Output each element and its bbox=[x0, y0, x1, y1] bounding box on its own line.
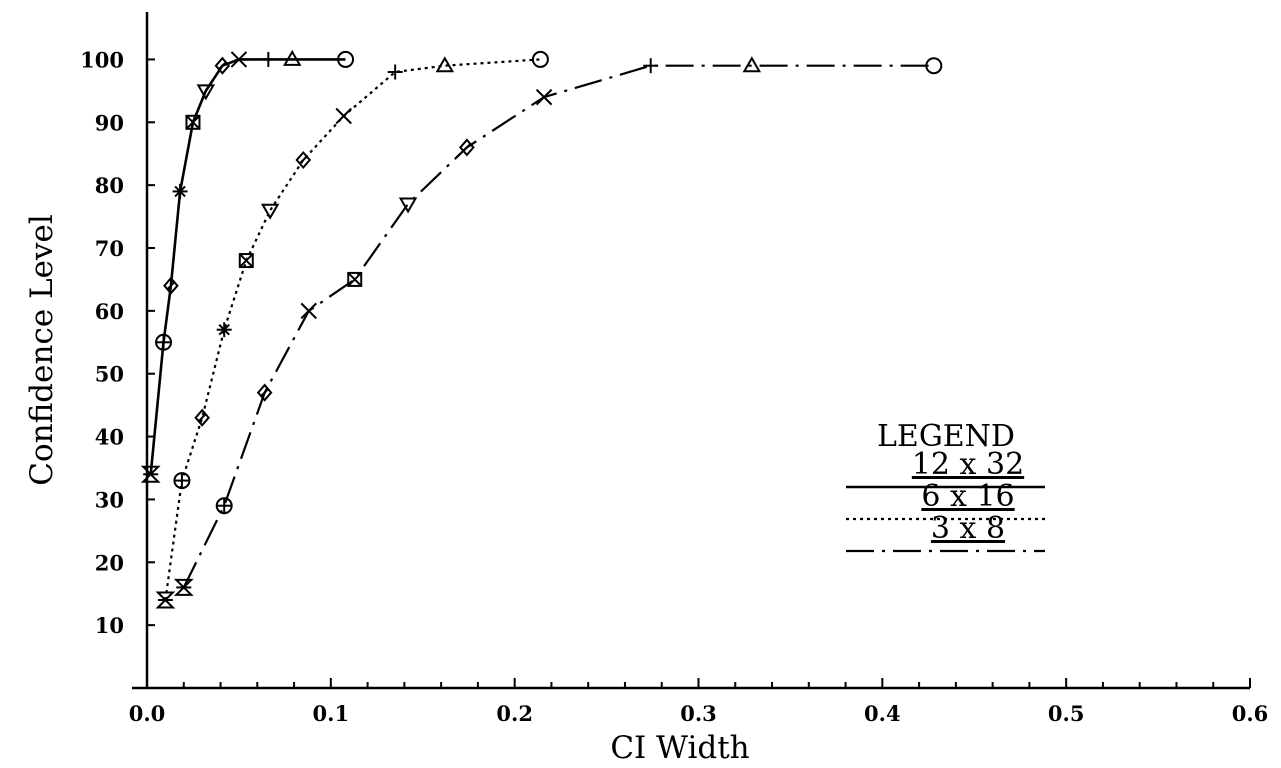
data-point bbox=[260, 51, 276, 67]
data-point bbox=[459, 138, 475, 157]
data-point bbox=[230, 51, 248, 68]
y-tick-label: 100 bbox=[80, 47, 124, 72]
data-point bbox=[173, 472, 191, 490]
legend-title: LEGEND bbox=[877, 419, 1015, 454]
y-tick-label: 50 bbox=[95, 362, 124, 387]
data-point bbox=[172, 183, 188, 199]
data-point bbox=[300, 302, 317, 320]
legend-label: 6 x 16 bbox=[921, 479, 1014, 514]
x-tick-label: 0.3 bbox=[680, 701, 717, 726]
data-point bbox=[185, 114, 201, 130]
data-point bbox=[140, 465, 161, 483]
data-point bbox=[155, 333, 173, 351]
y-tick-label: 10 bbox=[95, 613, 124, 638]
series-1 bbox=[140, 49, 355, 483]
data-point bbox=[260, 203, 280, 220]
data-point bbox=[215, 497, 233, 515]
data-point bbox=[435, 56, 455, 73]
ticks: 0.0 0.1 0.2 0.3 0.4 0.5 0.6 10 20 30 40 50 60 70 80 90 1… bbox=[80, 47, 1268, 726]
data-point bbox=[295, 150, 312, 170]
data-point bbox=[282, 49, 302, 66]
y-tick-label: 90 bbox=[95, 110, 124, 135]
data-point bbox=[925, 57, 943, 75]
series-line bbox=[164, 58, 541, 601]
data-point bbox=[238, 253, 254, 269]
data-point bbox=[335, 107, 352, 125]
data-point bbox=[347, 271, 363, 287]
data-point bbox=[742, 56, 762, 73]
legend-label: 12 x 32 bbox=[912, 447, 1024, 482]
y-tick-label: 80 bbox=[95, 173, 124, 198]
x-tick-label: 0.1 bbox=[313, 701, 350, 726]
data-point bbox=[337, 50, 355, 68]
data-point bbox=[387, 64, 403, 80]
series-3 bbox=[173, 56, 943, 596]
legend-label: 3 x 8 bbox=[931, 511, 1005, 546]
x-tick-label: 0.4 bbox=[864, 701, 901, 726]
x-axis-title: CI Width bbox=[610, 730, 749, 766]
series bbox=[140, 49, 943, 609]
data-point bbox=[155, 591, 176, 609]
data-point bbox=[163, 276, 179, 295]
data-point bbox=[214, 56, 231, 75]
data-point bbox=[398, 197, 418, 214]
data-point bbox=[643, 58, 659, 74]
data-point bbox=[535, 88, 553, 106]
x-tick-label: 0.5 bbox=[1048, 701, 1085, 726]
series-2 bbox=[155, 50, 549, 609]
axes bbox=[132, 12, 1250, 690]
legend: LEGEND 12 x 326 x 163 x 8 bbox=[846, 419, 1045, 553]
data-point bbox=[216, 322, 232, 338]
data-point bbox=[256, 383, 273, 402]
y-tick-label: 30 bbox=[95, 487, 124, 512]
y-tick-label: 20 bbox=[95, 550, 124, 575]
x-tick-label: 0.2 bbox=[496, 701, 533, 726]
series-line bbox=[149, 58, 346, 475]
x-tick-label: 0.0 bbox=[129, 701, 166, 726]
series-line bbox=[182, 64, 934, 588]
y-tick-label: 40 bbox=[95, 425, 124, 450]
y-axis-title: Confidence Level bbox=[24, 214, 60, 485]
data-point bbox=[194, 408, 210, 427]
data-point bbox=[531, 50, 549, 68]
x-tick-label: 0.6 bbox=[1232, 701, 1269, 726]
y-tick-label: 60 bbox=[95, 299, 124, 324]
data-point bbox=[196, 84, 216, 101]
y-tick-label: 70 bbox=[95, 236, 124, 261]
data-point bbox=[173, 578, 194, 596]
